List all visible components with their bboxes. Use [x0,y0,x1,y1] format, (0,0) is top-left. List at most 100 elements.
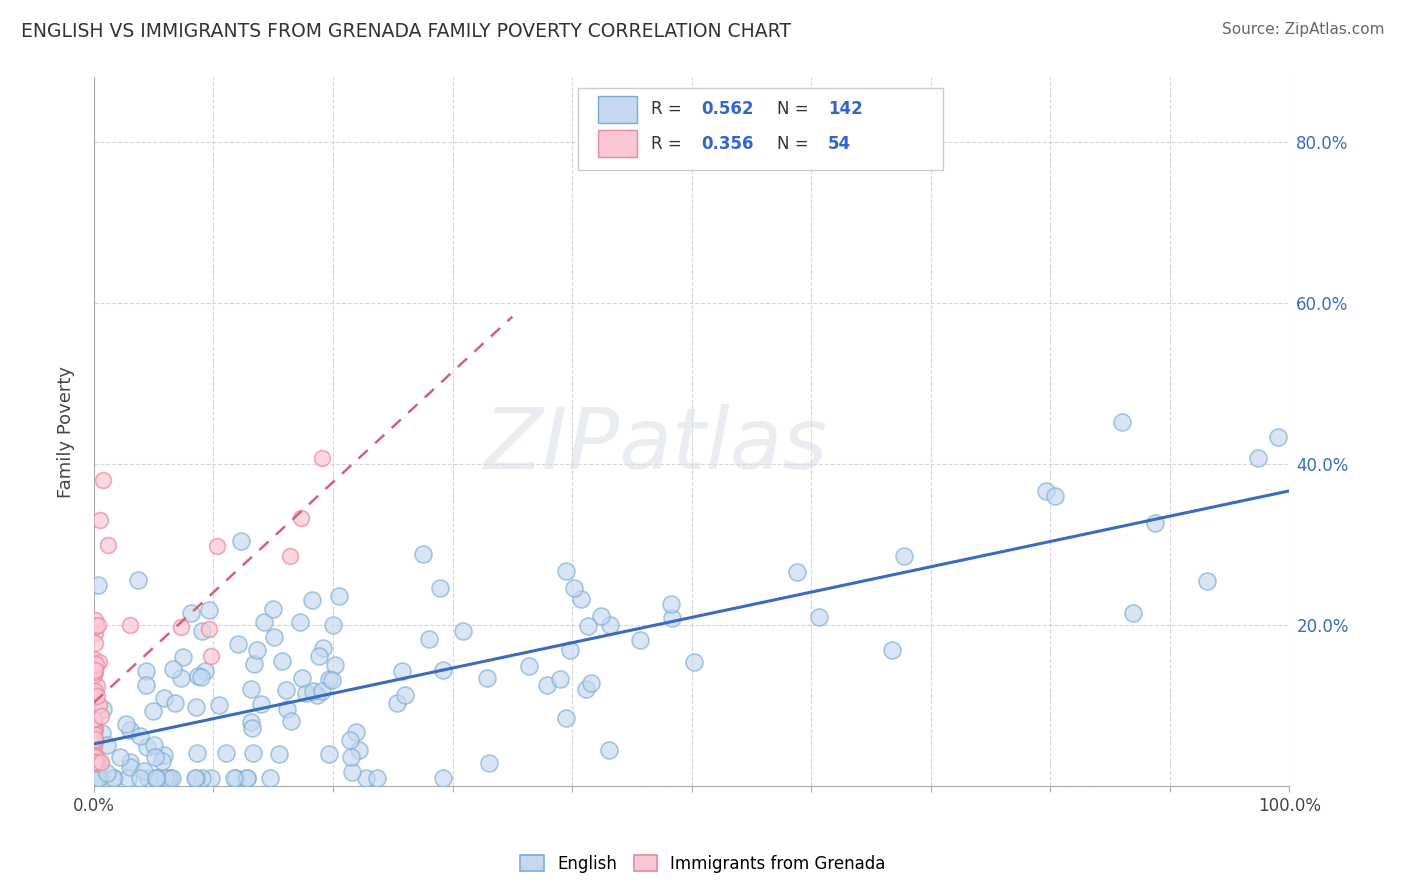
Point [163,696,186,710]
Text: Source: ZipAtlas.com: Source: ZipAtlas.com [1222,22,1385,37]
Point [135,678,157,692]
Point [302,684,325,698]
Point [83,755,105,769]
Point [222,771,245,785]
Point [87,655,110,669]
Point [84,722,107,736]
Point [83,755,105,769]
Point [118,617,141,632]
Point [276,683,298,698]
Point [96,738,118,752]
Point [86,771,108,785]
Point [184,771,207,785]
Point [135,664,157,678]
Point [91,701,114,715]
Point [294,686,316,700]
Point [271,655,294,669]
Point [318,672,340,686]
Point [190,624,212,639]
FancyBboxPatch shape [599,130,637,157]
Text: ENGLISH VS IMMIGRANTS FROM GRENADA FAMILY POVERTY CORRELATION CHART: ENGLISH VS IMMIGRANTS FROM GRENADA FAMIL… [21,22,792,41]
Point [340,765,363,780]
Point [548,672,571,686]
Point [229,534,252,549]
Point [249,697,271,711]
Text: 54: 54 [828,135,851,153]
Point [1111,415,1133,429]
Point [808,609,831,624]
Point [340,750,363,764]
Point [83,663,105,677]
Point [321,673,343,687]
Point [103,771,125,785]
Text: 0.562: 0.562 [702,101,754,119]
Point [893,549,915,563]
Point [84,613,107,627]
Point [236,771,259,785]
Point [579,675,602,690]
Point [87,771,110,785]
Point [162,662,184,676]
Point [198,622,221,636]
Point [146,771,169,785]
Point [418,632,440,646]
Point [150,754,173,768]
Point [598,743,620,757]
Point [89,698,111,712]
Point [1035,483,1057,498]
Point [429,582,451,596]
Point [83,755,105,769]
Point [451,624,474,638]
Point [322,618,344,632]
Point [186,746,208,760]
Point [84,664,107,678]
Point [200,771,222,785]
Point [96,766,118,780]
Point [278,549,301,563]
Point [786,565,808,579]
Point [263,631,285,645]
Point [86,755,108,769]
Point [89,757,111,772]
Point [311,684,333,698]
Point [880,642,903,657]
Point [311,451,333,466]
Point [90,726,112,740]
Point [86,689,108,703]
Point [354,771,377,785]
Point [190,670,212,684]
Point [83,668,105,682]
Point [84,733,107,747]
Point [172,650,194,665]
Point [152,690,174,705]
Point [280,714,302,729]
Point [159,771,181,785]
Point [83,684,105,698]
Point [575,681,598,696]
Point [242,746,264,760]
Point [83,626,105,640]
Point [145,771,167,785]
Point [599,617,621,632]
Point [312,641,335,656]
Point [89,513,111,527]
Point [259,771,281,785]
Point [142,704,165,718]
Point [225,771,247,785]
Point [83,755,105,769]
Point [432,663,454,677]
Point [129,730,152,744]
Point [162,771,184,785]
Point [84,755,107,769]
Point [208,698,231,713]
Point [246,642,269,657]
Text: N =: N = [776,135,814,153]
Point [83,727,105,741]
Point [344,724,367,739]
Point [143,739,166,753]
Point [683,655,706,669]
Point [170,671,193,685]
Point [194,664,217,678]
Text: ZIPatlas: ZIPatlas [484,404,828,487]
Point [155,771,177,785]
